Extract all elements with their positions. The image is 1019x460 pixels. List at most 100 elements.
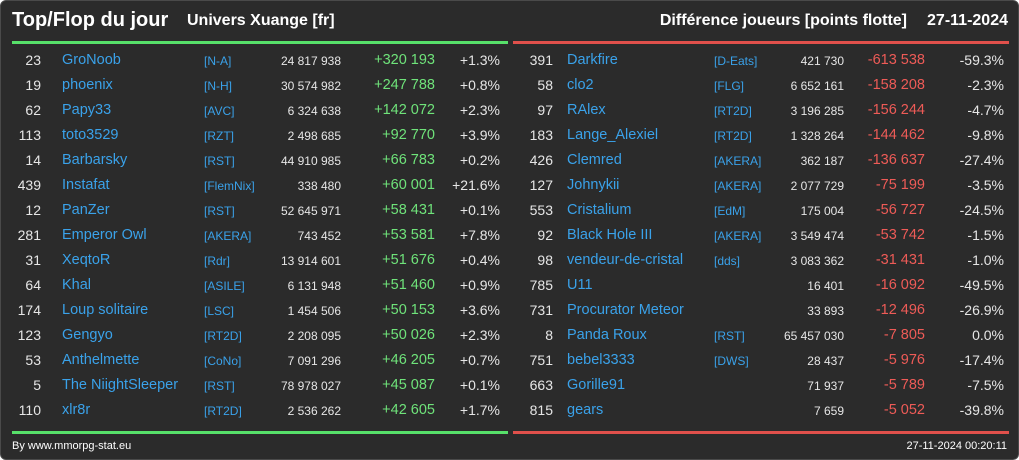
percent-cell: -7.5%: [967, 377, 1004, 393]
rank-cell: 110: [18, 402, 41, 418]
points-cell: 7 659: [813, 404, 844, 418]
alliance-tag: [AKERA]: [714, 229, 762, 243]
top-row: 31 XeqtoR [Rdr] 13 914 601 +51 676 +0.4%: [1, 248, 501, 273]
percent-cell: +21.6%: [452, 177, 500, 193]
rank-cell: 12: [25, 202, 41, 218]
alliance-tag: [FLG]: [714, 79, 745, 93]
diff-cell: +50 153: [382, 302, 435, 318]
points-cell: 338 480: [297, 179, 341, 193]
rank-cell: 785: [529, 277, 553, 293]
points-cell: 1 454 506: [287, 304, 341, 318]
player-name-link[interactable]: GroNoob: [62, 52, 121, 68]
rank-cell: 98: [537, 252, 553, 268]
percent-cell: -39.8%: [959, 402, 1004, 418]
flop-row: 731 Procurator Meteor 33 893 -12 496 -26.9%: [510, 298, 1010, 323]
flop-row: 92 Black Hole III [AKERA] 3 549 474 -53 742 -…: [510, 223, 1010, 248]
diff-cell: +51 676: [382, 252, 435, 268]
diff-cell: -75 199: [875, 177, 925, 193]
player-name-link[interactable]: clo2: [567, 77, 594, 93]
points-cell: 421 730: [800, 54, 844, 68]
percent-cell: +0.4%: [459, 252, 500, 268]
diff-cell: +45 087: [382, 377, 435, 393]
points-cell: 175 004: [800, 204, 844, 218]
player-name-link[interactable]: Papy33: [62, 102, 112, 118]
alliance-tag: [D-Eats]: [714, 54, 758, 68]
player-name-link[interactable]: Loup solitaire: [62, 302, 149, 318]
diff-cell: -5 789: [883, 377, 925, 393]
rank-cell: 97: [537, 102, 553, 118]
player-name-link[interactable]: toto3529: [62, 127, 119, 143]
player-name-link[interactable]: bebel3333: [567, 352, 635, 368]
player-name-link[interactable]: RAlex: [567, 102, 606, 118]
percent-cell: +3.6%: [459, 302, 500, 318]
player-name-link[interactable]: gears: [567, 402, 604, 418]
player-name-link[interactable]: Barbarsky: [62, 152, 128, 168]
rank-cell: 8: [545, 327, 553, 343]
alliance-tag: [ASILE]: [204, 279, 245, 293]
top-row: 5 The NiightSleeper [RST] 78 978 027 +45 087…: [1, 373, 501, 398]
diff-cell: -156 244: [867, 102, 925, 118]
player-name-link[interactable]: Emperor Owl: [62, 227, 147, 243]
percent-cell: -49.5%: [959, 277, 1004, 293]
top-row: 110 xlr8r [RT2D] 2 536 262 +42 605 +1.7%: [1, 398, 501, 423]
top-row: 439 Instafat [FlemNix] 338 480 +60 001 +21.6%: [1, 173, 501, 198]
points-cell: 52 645 971: [280, 204, 341, 218]
percent-cell: +2.3%: [459, 102, 500, 118]
top-row: 281 Emperor Owl [AKERA] 743 452 +53 581 +7.8%: [1, 223, 501, 248]
header-date: 27-11-2024: [927, 12, 1008, 29]
points-cell: 3 196 285: [790, 104, 844, 118]
top-row: 113 toto3529 [RZT] 2 498 685 +92 770 +3.9%: [1, 123, 501, 148]
top-row: 14 Barbarsky [RST] 44 910 985 +66 783 +0.2%: [1, 148, 501, 173]
alliance-tag: [RST]: [204, 154, 235, 168]
player-name-link[interactable]: Gengyo: [62, 327, 113, 343]
player-name-link[interactable]: Clemred: [567, 152, 622, 168]
diff-cell: -158 208: [867, 77, 925, 93]
player-name-link[interactable]: Johnykii: [567, 177, 620, 193]
player-name-link[interactable]: Panda Roux: [567, 327, 647, 343]
top-divider-red: [513, 41, 1009, 44]
diff-cell: +50 026: [382, 327, 435, 343]
player-name-link[interactable]: xlr8r: [62, 402, 91, 418]
points-cell: 44 910 985: [280, 154, 341, 168]
player-name-link[interactable]: PanZer: [62, 202, 110, 218]
player-name-link[interactable]: U11: [567, 277, 593, 293]
player-name-link[interactable]: phoenix: [62, 77, 113, 93]
percent-cell: +2.3%: [459, 327, 500, 343]
rank-cell: 113: [18, 127, 41, 143]
player-name-link[interactable]: Cristalium: [567, 202, 632, 218]
player-name-link[interactable]: Khal: [62, 277, 92, 293]
player-name-link[interactable]: Gorille91: [567, 377, 626, 393]
top-row: 53 Anthelmette [CoNo] 7 091 296 +46 205 +0.7%: [1, 348, 501, 373]
alliance-tag: [RST]: [204, 204, 235, 218]
points-cell: 65 457 030: [783, 329, 844, 343]
percent-cell: -59.3%: [959, 52, 1004, 68]
alliance-tag: [RT2D]: [714, 129, 752, 143]
player-name-link[interactable]: The NiightSleeper: [62, 377, 179, 393]
player-name-link[interactable]: Darkfire: [567, 52, 618, 68]
percent-cell: -3.5%: [967, 177, 1004, 193]
flop-row: 426 Clemred [AKERA] 362 187 -136 637 -27.4%: [510, 148, 1010, 173]
player-name-link[interactable]: Black Hole III: [567, 227, 653, 243]
percent-cell: +0.7%: [459, 352, 500, 368]
player-name-link[interactable]: Instafat: [62, 177, 110, 193]
diff-cell: +320 193: [374, 52, 435, 68]
rank-cell: 815: [529, 402, 553, 418]
points-cell: 3 549 474: [790, 229, 844, 243]
flop-row: 8 Panda Roux [RST] 65 457 030 -7 805 0.0%: [510, 323, 1010, 348]
rank-cell: 281: [17, 227, 41, 243]
header: Top/Flop du jour Univers Xuange [fr] Dif…: [1, 1, 1018, 41]
flop-row: 98 vendeur-de-cristal [dds] 3 083 362 -31 43…: [510, 248, 1010, 273]
player-name-link[interactable]: Procurator Meteor: [567, 302, 684, 318]
flop-row: 391 Darkfire [D-Eats] 421 730 -613 538 -59.3%: [510, 48, 1010, 73]
player-name-link[interactable]: Anthelmette: [62, 352, 140, 368]
diff-cell: -53 742: [875, 227, 925, 243]
diff-cell: -5 052: [883, 402, 925, 418]
flop-row: 183 Lange_Alexiel [RT2D] 1 328 264 -144 462 -…: [510, 123, 1010, 148]
flop-row: 58 clo2 [FLG] 6 652 161 -158 208 -2.3%: [510, 73, 1010, 98]
flop-row: 751 bebel3333 [DWS] 28 437 -5 976 -17.4%: [510, 348, 1010, 373]
diff-cell: +247 788: [374, 77, 435, 93]
percent-cell: +0.8%: [459, 77, 500, 93]
player-name-link[interactable]: vendeur-de-cristal: [567, 252, 684, 268]
player-name-link[interactable]: Lange_Alexiel: [567, 127, 659, 143]
player-name-link[interactable]: XeqtoR: [62, 252, 111, 268]
